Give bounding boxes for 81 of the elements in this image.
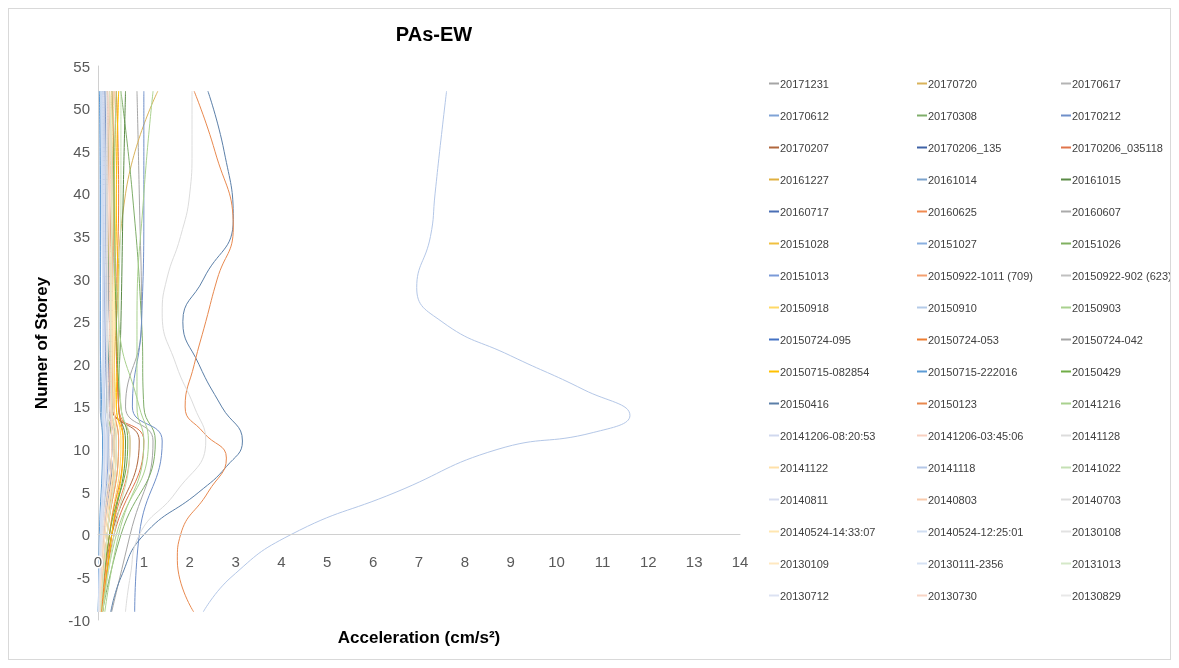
y-tick-label: 25: [73, 313, 90, 331]
legend-label: 20171231: [780, 77, 829, 90]
legend-label: 20150123: [928, 397, 977, 410]
legend-label: 20140703: [1072, 493, 1121, 506]
legend-label: 20140803: [928, 493, 977, 506]
legend-label: 20150724-095: [780, 333, 851, 346]
legend-label: 20170212: [1072, 109, 1121, 122]
x-axis-title: Acceleration (cm/s²): [337, 628, 501, 648]
x-tick-label: 5: [323, 553, 332, 571]
legend-label: 20150910: [928, 301, 977, 314]
y-tick-label: 0: [81, 526, 90, 544]
y-tick-label: -5: [76, 568, 90, 586]
legend-label: 20140524-14:33:07: [780, 525, 876, 538]
x-tick-label: 8: [460, 553, 470, 571]
legend-label: 20151013: [780, 269, 829, 282]
x-tick-label: 13: [685, 553, 703, 571]
x-tick-label: 6: [368, 553, 378, 571]
y-tick-label: -10: [68, 611, 90, 629]
legend-label: 20130111-2356: [928, 557, 1004, 570]
legend-label: 20161227: [780, 173, 829, 186]
legend-label: 20141206-03:45:06: [928, 429, 1024, 442]
legend-label: 20170720: [928, 77, 977, 90]
y-tick-label: 5: [81, 483, 90, 501]
legend-label: 20141122: [780, 461, 829, 474]
legend-label: 20160607: [1072, 205, 1121, 218]
legend-label: 20130108: [1072, 525, 1121, 538]
y-tick-label: 40: [73, 185, 90, 203]
legend-label: 20150724-042: [1072, 333, 1143, 346]
y-tick-label: 10: [73, 441, 90, 459]
legend-label: 20150903: [1072, 301, 1121, 314]
legend-label: 20141206-08:20:53: [780, 429, 876, 442]
y-tick-label: 55: [73, 57, 90, 75]
legend-label: 20151028: [780, 237, 829, 250]
x-tick-label: 7: [414, 553, 424, 571]
legend-label: 20170207: [780, 141, 829, 154]
legend-label: 20170617: [1072, 77, 1121, 90]
x-tick-label: 12: [639, 553, 657, 571]
legend-label: 20130730: [928, 589, 977, 602]
legend-label: 20150918: [780, 301, 829, 314]
legend-label: 20160625: [928, 205, 977, 218]
legend-label: 20151027: [928, 237, 977, 250]
y-tick-label: 15: [73, 398, 90, 416]
y-axis-title: Numer of Storey: [32, 276, 51, 410]
legend-label: 20130712: [780, 589, 829, 602]
legend-label: 20161015: [1072, 173, 1121, 186]
legend-label: 20140811: [780, 493, 829, 506]
x-tick-label: 11: [594, 553, 611, 571]
legend-label: 20170308: [928, 109, 977, 122]
legend-label: 20150715-082854: [780, 365, 870, 378]
y-tick-label: 45: [73, 142, 90, 160]
x-tick-label: 14: [731, 553, 749, 571]
legend-label: 20141118: [928, 461, 976, 474]
legend-label: 20141128: [1072, 429, 1121, 442]
legend-label: 20161014: [928, 173, 977, 186]
legend-label: 20150922-1011 (709): [928, 269, 1033, 282]
x-tick-label: 3: [231, 553, 240, 571]
legend-label: 20140524-12:25:01: [928, 525, 1024, 538]
x-tick-label: 10: [548, 553, 565, 571]
y-tick-label: 20: [73, 355, 90, 373]
legend-label: 20151026: [1072, 237, 1121, 250]
legend-label: 20150416: [780, 397, 829, 410]
y-tick-label: 50: [73, 100, 90, 118]
x-tick-label: 9: [506, 553, 515, 571]
legend-label: 20150715-222016: [928, 365, 1018, 378]
legend-label: 20141216: [1072, 397, 1121, 410]
legend-label: 20160717: [780, 205, 829, 218]
legend-label: 20141022: [1072, 461, 1121, 474]
y-tick-label: 35: [73, 227, 90, 245]
legend-label: 20170206_035118: [1072, 141, 1163, 154]
x-tick-label: 2: [185, 553, 194, 571]
legend-label: 20130109: [780, 557, 829, 570]
chart-title: PAs-EW: [395, 23, 473, 45]
x-tick-label: 1: [139, 553, 149, 571]
y-tick-label: 30: [73, 270, 90, 288]
legend-label: 20150429: [1072, 365, 1121, 378]
legend-label: 20131013: [1072, 557, 1121, 570]
x-tick-label: 4: [277, 553, 286, 571]
legend-label: 20130829: [1072, 589, 1121, 602]
legend-label: 20150724-053: [928, 333, 999, 346]
legend-label: 20170612: [780, 109, 829, 122]
legend-label: 20170206_135: [928, 141, 1002, 154]
